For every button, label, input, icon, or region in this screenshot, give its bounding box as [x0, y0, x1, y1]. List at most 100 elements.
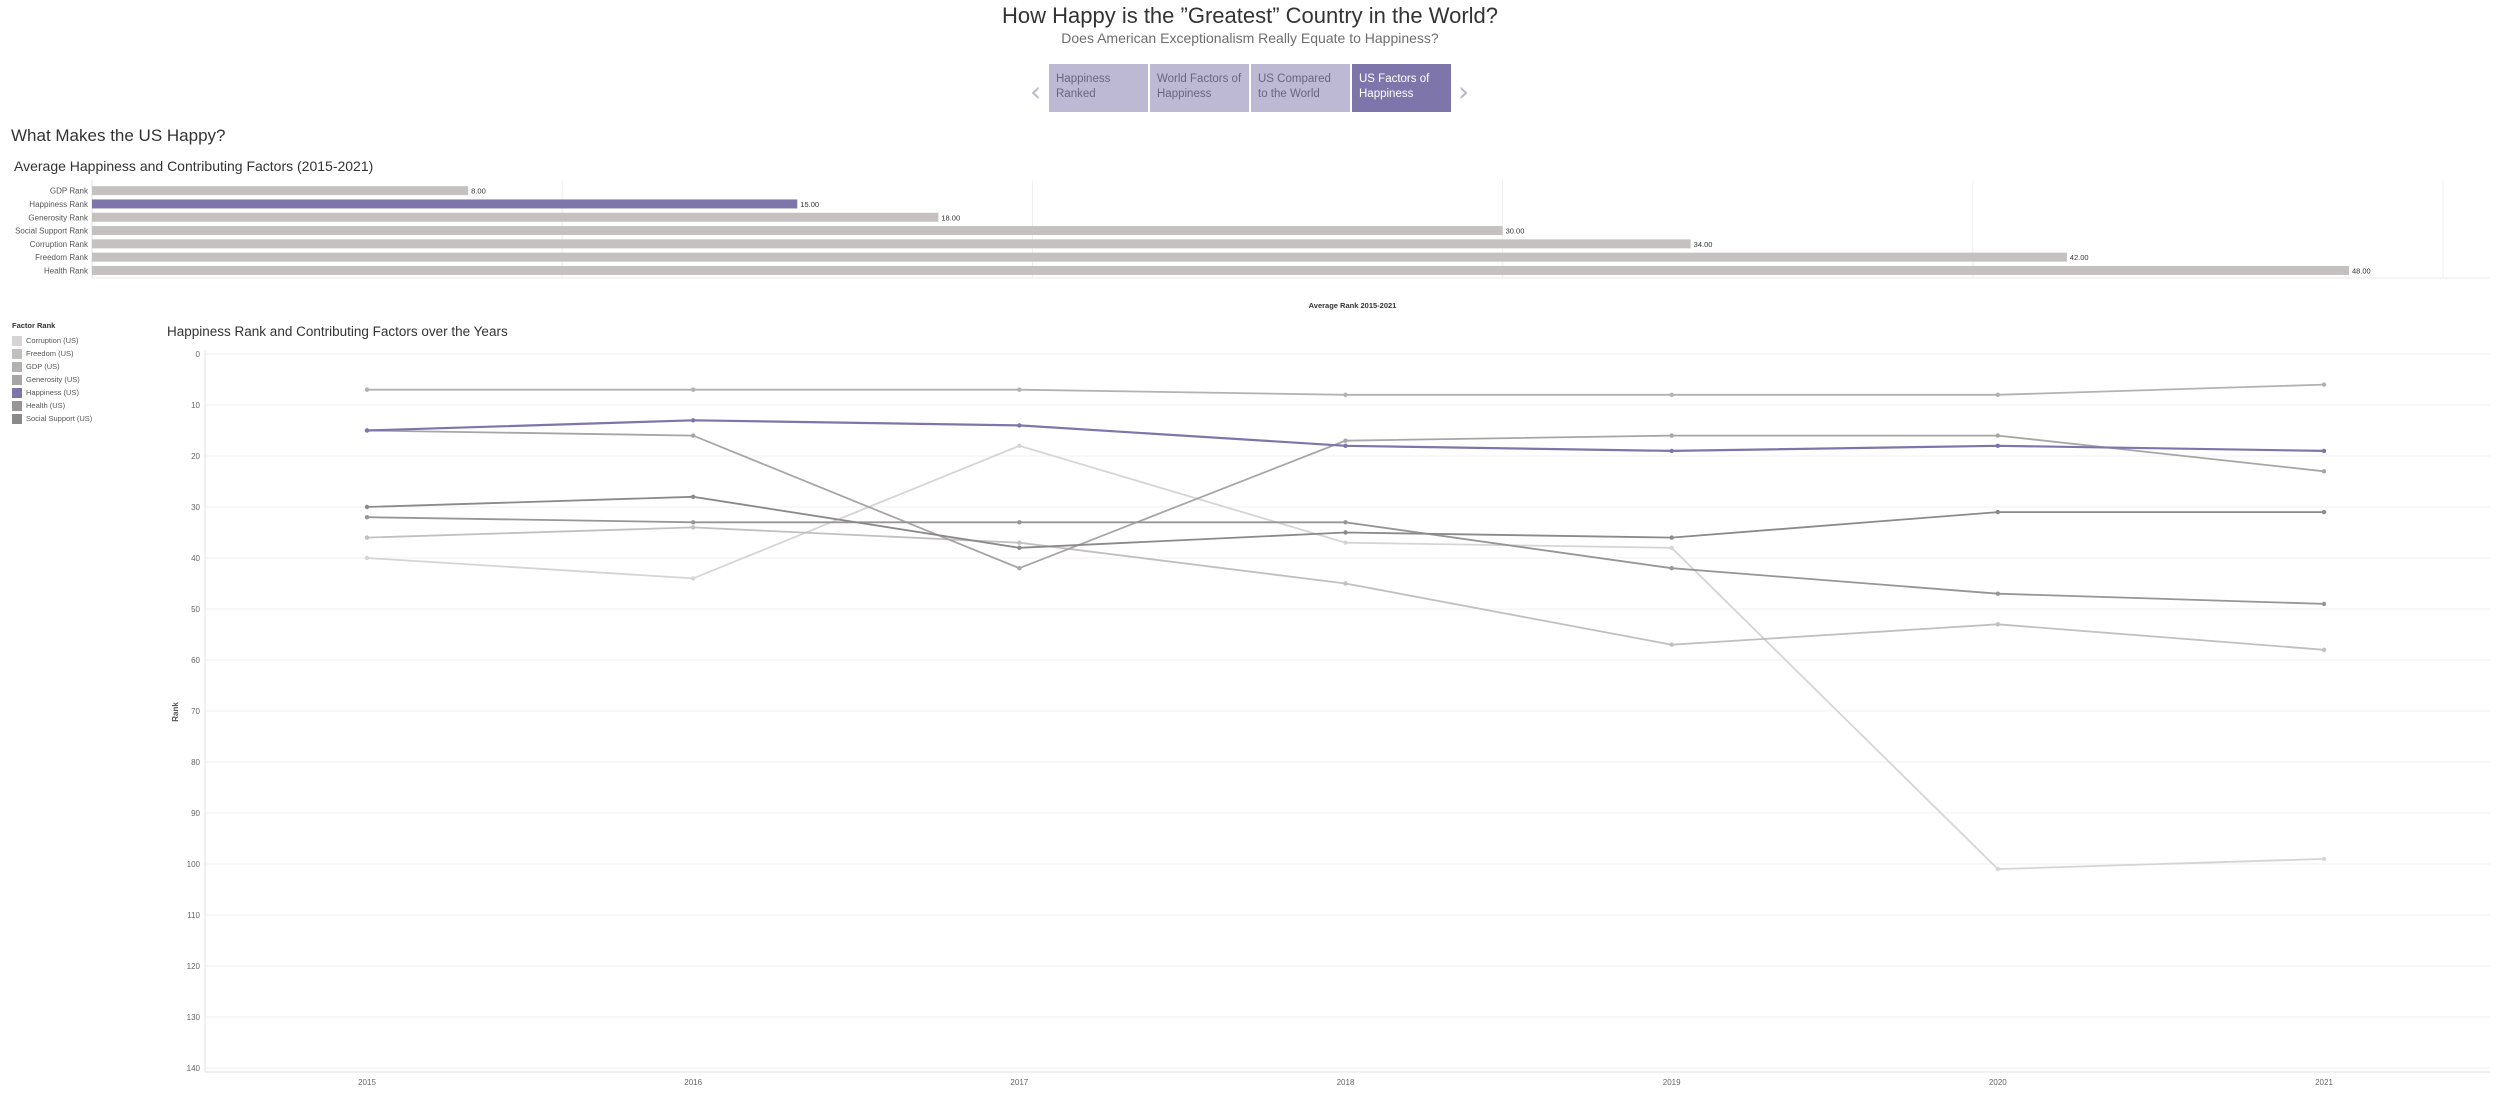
data-point-happiness-us[interactable] [1017, 423, 1022, 428]
bar-freedom-rank[interactable] [92, 252, 2067, 262]
data-point-health-us[interactable] [1669, 566, 1674, 571]
line-chart-title: Happiness Rank and Contributing Factors … [167, 324, 508, 339]
data-point-social-support-us[interactable] [690, 494, 696, 499]
data-point-generosity-us[interactable] [1017, 566, 1022, 571]
legend-item-health-us[interactable]: Health (US) [12, 399, 92, 412]
legend-label: Happiness (US) [26, 388, 79, 397]
x-tick-label: 2019 [1663, 1078, 1681, 1087]
tab-us-compared[interactable]: US Compared to the World [1251, 64, 1350, 112]
data-point-freedom-us[interactable] [2321, 647, 2327, 652]
data-point-corruption-us[interactable] [690, 576, 696, 581]
legend-label: Freedom (US) [26, 349, 74, 358]
bar-category-label: Freedom Rank [35, 253, 89, 262]
page-title: How Happy is the ”Greatest” Country in t… [1001, 3, 1499, 28]
series-line-generosity-us[interactable] [366, 429, 2325, 570]
data-point-freedom-us[interactable] [364, 535, 370, 540]
data-point-social-support-us[interactable] [2321, 509, 2327, 515]
section-title: What Makes the US Happy? [11, 126, 226, 145]
data-point-generosity-us[interactable] [1343, 438, 1348, 443]
data-point-freedom-us[interactable] [1995, 622, 2001, 627]
data-point-generosity-us[interactable] [690, 433, 696, 438]
data-point-gdp-us[interactable] [2321, 382, 2327, 387]
legend-item-freedom-us[interactable]: Freedom (US) [12, 347, 92, 360]
bar-value-label: 18.00 [941, 213, 960, 222]
bar-happiness-rank[interactable] [92, 199, 798, 209]
data-point-gdp-us[interactable] [1669, 392, 1674, 397]
data-point-social-support-us[interactable] [364, 504, 370, 510]
data-point-corruption-us[interactable] [2321, 856, 2327, 862]
data-point-corruption-us[interactable] [1995, 866, 2001, 872]
data-point-health-us[interactable] [690, 520, 696, 525]
legend-item-corruption-us[interactable]: Corruption (US) [12, 334, 92, 347]
legend-item-social-support-us[interactable]: Social Support (US) [12, 412, 92, 425]
y-tick-label: 110 [187, 911, 200, 920]
y-tick-label: 80 [191, 758, 200, 767]
legend-item-happiness-us[interactable]: Happiness (US) [12, 386, 92, 399]
series-line-corruption-us[interactable] [366, 444, 2325, 871]
legend-title: Factor Rank [12, 321, 56, 330]
data-point-social-support-us[interactable] [1669, 535, 1674, 540]
bar-gdp-rank[interactable] [92, 186, 469, 196]
y-tick-label: 120 [187, 962, 201, 971]
legend-swatch [12, 348, 22, 359]
data-point-happiness-us[interactable] [1669, 448, 1674, 454]
chevron-left-icon[interactable]: ‹ [1030, 75, 1042, 108]
data-point-social-support-us[interactable] [1343, 530, 1348, 535]
bar-social-support-rank[interactable] [92, 226, 1503, 236]
data-point-freedom-us[interactable] [1669, 642, 1674, 647]
data-point-health-us[interactable] [1995, 591, 2001, 596]
data-point-gdp-us[interactable] [364, 387, 370, 392]
data-point-gdp-us[interactable] [690, 387, 696, 392]
legend-label: GDP (US) [26, 362, 60, 371]
bar-category-label: Corruption Rank [30, 240, 89, 249]
data-point-gdp-us[interactable] [1995, 392, 2001, 397]
bar-generosity-rank[interactable] [92, 212, 939, 222]
data-point-gdp-us[interactable] [1343, 392, 1348, 397]
bar-category-label: Health Rank [44, 266, 89, 275]
data-point-health-us[interactable] [1017, 520, 1022, 525]
data-point-gdp-us[interactable] [1017, 387, 1022, 392]
x-tick-label: 2020 [1989, 1078, 2007, 1087]
x-tick-label: 2021 [2315, 1078, 2333, 1087]
data-point-happiness-us[interactable] [1995, 443, 2001, 448]
data-point-freedom-us[interactable] [690, 525, 696, 530]
data-point-generosity-us[interactable] [2321, 469, 2327, 474]
legend-item-generosity-us[interactable]: Generosity (US) [12, 373, 92, 386]
x-tick-label: 2016 [684, 1078, 702, 1087]
data-point-happiness-us[interactable] [1343, 443, 1348, 448]
y-tick-label: 40 [191, 554, 200, 563]
data-point-generosity-us[interactable] [1669, 433, 1674, 438]
bar-value-label: 8.00 [471, 187, 486, 196]
tab-us-factors[interactable]: US Factors of Happiness [1352, 64, 1451, 112]
data-point-health-us[interactable] [1343, 520, 1348, 525]
chevron-right-icon[interactable]: › [1458, 75, 1470, 108]
data-point-happiness-us[interactable] [690, 418, 696, 423]
legend-item-gdp-us[interactable]: GDP (US) [12, 360, 92, 373]
legend-swatch [12, 387, 22, 398]
tab-world-factors[interactable]: World Factors of Happiness [1150, 64, 1249, 112]
bar-corruption-rank[interactable] [92, 239, 1691, 249]
data-point-social-support-us[interactable] [1017, 545, 1022, 550]
data-point-generosity-us[interactable] [1995, 433, 2001, 438]
data-point-corruption-us[interactable] [1017, 443, 1022, 448]
data-point-corruption-us[interactable] [364, 555, 370, 561]
y-tick-label: 140 [187, 1064, 201, 1073]
data-point-corruption-us[interactable] [1669, 545, 1674, 550]
y-tick-label: 130 [187, 1013, 201, 1022]
data-point-freedom-us[interactable] [1017, 540, 1022, 545]
data-point-happiness-us[interactable] [364, 428, 370, 433]
data-point-corruption-us[interactable] [1343, 540, 1348, 545]
data-point-health-us[interactable] [364, 515, 370, 520]
bar-health-rank[interactable] [92, 265, 2349, 275]
series-line-freedom-us[interactable] [366, 526, 2325, 651]
data-point-happiness-us[interactable] [2321, 448, 2327, 454]
bar-chart: GDP Rank 8.00 Happiness Rank 15.00 Generosit… [15, 180, 2490, 310]
data-point-freedom-us[interactable] [1343, 581, 1348, 586]
data-point-health-us[interactable] [2321, 601, 2327, 607]
tab-happiness-ranked[interactable]: Happiness Ranked [1049, 64, 1148, 112]
series-line-health-us[interactable] [366, 516, 2325, 605]
line-chart: 0 10 20 30 40 50 60 70 80 90 100 110 120 130 140 2015 20… [171, 350, 2490, 1087]
bar-value-label: 42.00 [2070, 253, 2089, 262]
legend-swatch [12, 400, 22, 411]
data-point-social-support-us[interactable] [1995, 509, 2001, 515]
